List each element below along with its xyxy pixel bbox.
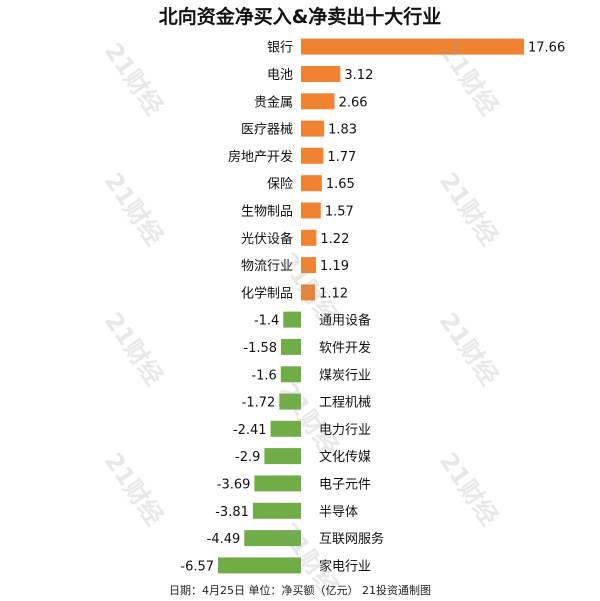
bar [301, 202, 321, 219]
bar [301, 257, 316, 274]
data-label: 1.22 [320, 232, 349, 247]
category-label: 工程机械 [319, 396, 371, 411]
data-label: 1.77 [327, 150, 356, 165]
bar [301, 229, 317, 246]
category-label: 化学制品 [241, 285, 293, 301]
data-label: 1.65 [326, 177, 355, 192]
category-label: 光伏设备 [241, 231, 293, 247]
bar [301, 175, 322, 192]
bar [264, 448, 301, 465]
bar [244, 530, 301, 547]
category-label: 电子元件 [319, 477, 371, 492]
category-label: 生物制品 [241, 204, 293, 219]
category-label: 文化传媒 [319, 450, 371, 465]
data-label: 2.66 [339, 95, 368, 110]
data-label: -2.41 [233, 423, 267, 438]
data-label: -1.4 [254, 314, 279, 329]
data-label: -3.81 [215, 505, 249, 520]
chart-footer: 日期：4月25日 单位：净买额（亿元） 21投资通制图 [169, 584, 431, 597]
data-label: -3.69 [217, 477, 251, 492]
category-label: 软件开发 [319, 340, 371, 356]
data-label: 1.19 [320, 259, 349, 274]
category-label: 互联网服务 [319, 531, 384, 547]
bar [281, 338, 301, 355]
bar [254, 475, 301, 492]
category-label: 贵金属 [254, 94, 293, 110]
category-label: 通用设备 [319, 313, 371, 329]
bar [252, 502, 301, 519]
data-label: -2.9 [235, 450, 260, 465]
category-label: 家电行业 [319, 558, 371, 574]
data-label: 1.83 [328, 123, 357, 138]
bar [218, 557, 301, 574]
category-label: 电力行业 [319, 423, 371, 438]
data-label: -4.49 [207, 532, 241, 547]
data-label: 17.66 [528, 41, 565, 56]
bar [280, 366, 301, 383]
bar [301, 120, 325, 137]
data-label: 1.57 [325, 204, 354, 219]
bar [279, 393, 301, 410]
bar [301, 284, 316, 301]
category-label: 半导体 [319, 505, 358, 520]
data-label: -6.57 [180, 559, 214, 574]
data-label: 3.12 [344, 68, 373, 83]
bar [301, 66, 341, 82]
bar [301, 38, 524, 55]
data-label: 1.12 [319, 286, 348, 301]
category-label: 医疗器械 [241, 123, 293, 138]
data-label: -1.6 [251, 368, 276, 383]
category-label: 房地产开发 [228, 149, 293, 165]
category-label: 银行 [267, 41, 293, 56]
bar [270, 420, 301, 437]
bar [301, 147, 324, 164]
data-label: -1.58 [243, 341, 277, 356]
category-label: 保险 [267, 177, 293, 192]
data-label: -1.72 [242, 396, 276, 411]
bar [283, 311, 301, 328]
chart-title: 北向资金净买入&净卖出十大行业 [158, 6, 442, 28]
category-label: 物流行业 [241, 259, 293, 274]
bar [301, 93, 335, 110]
category-label: 煤炭行业 [319, 368, 371, 383]
category-label: 电池 [267, 68, 293, 83]
